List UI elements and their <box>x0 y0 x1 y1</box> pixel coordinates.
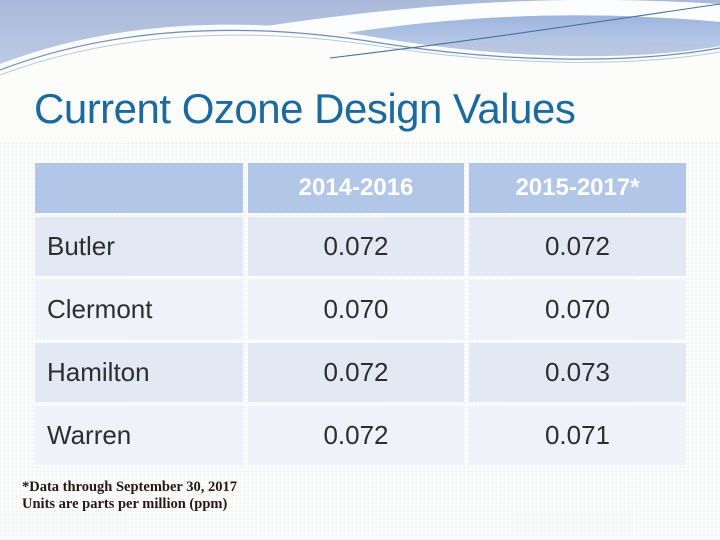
table-row-county: Clermont <box>35 280 243 339</box>
white-hill <box>0 24 720 140</box>
table-cell-value: 0.071 <box>469 406 686 465</box>
footnote-line-2: Units are parts per million (ppm) <box>22 496 228 513</box>
table-cell-value: 0.072 <box>248 406 464 465</box>
footnote-line-1: *Data through September 30, 2017 <box>22 479 237 495</box>
page-title: Current Ozone Design Values <box>34 85 576 132</box>
white-stripe <box>240 0 720 48</box>
header-wave-decoration <box>0 0 720 140</box>
wave-line-light <box>0 34 720 76</box>
wave-line-diagonal <box>329 3 720 59</box>
table-row-county: Warren <box>35 406 243 465</box>
ozone-values-table: 2014-2016 2015-2017* Butler 0.072 0.072 … <box>35 163 686 465</box>
table-row-county: Hamilton <box>35 343 243 402</box>
table-row-county: Butler <box>35 217 243 276</box>
table-header-2014-2016: 2014-2016 <box>248 163 464 213</box>
table-header-empty <box>35 163 243 213</box>
table-cell-value: 0.070 <box>248 280 464 339</box>
table-cell-value: 0.072 <box>248 217 464 276</box>
table-cell-value: 0.070 <box>469 280 686 339</box>
table-cell-value: 0.072 <box>248 343 464 402</box>
table-cell-value: 0.073 <box>469 343 686 402</box>
table-header-2015-2017: 2015-2017* <box>469 163 686 213</box>
wave-line-dark <box>0 29 720 71</box>
footnote: *Data through September 30, 2017 Units a… <box>22 479 237 514</box>
table-cell-value: 0.072 <box>469 217 686 276</box>
